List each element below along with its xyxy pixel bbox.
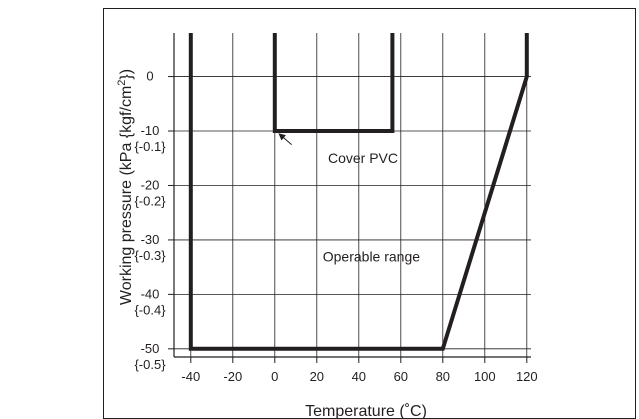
x-tick-label: 40 [352, 369, 366, 384]
x-axis-label: Temperature (˚C) [305, 403, 427, 419]
x-tick-label: 80 [436, 369, 450, 384]
y-tick-label-kpa: -20 [141, 177, 160, 192]
grid [174, 33, 531, 357]
series [188, 33, 529, 351]
y-tick-label-kgf: {-0.3} [134, 248, 166, 263]
x-tick-label: 60 [394, 369, 408, 384]
x-tick-label: 0 [271, 369, 278, 384]
x-tick-label: 120 [516, 369, 538, 384]
y-tick-label-kpa: -50 [141, 341, 160, 356]
annotation-arrow [278, 133, 292, 146]
y-axis-label-main: Working pressure (kPa {kgf/cm [118, 86, 135, 305]
axes [168, 33, 531, 363]
tick-labels: -40 -20 0 20 40 60 80 100 1200-10{-0.1}-20{-0.2}… [134, 69, 537, 384]
y-axis-label: Working pressure (kPa {kgf/cm2}) [116, 69, 135, 305]
y-tick-label-kgf: {-0.5} [134, 357, 166, 372]
boundary-line [188, 33, 529, 351]
y-tick-label-kpa: -40 [141, 286, 160, 301]
x-tick-label: 100 [474, 369, 496, 384]
y-tick-label-kpa: 0 [146, 69, 153, 84]
x-tick-label: -20 [223, 369, 242, 384]
y-tick-label-kpa: -10 [141, 123, 160, 138]
annotations: Cover PVC Operable range [278, 133, 421, 264]
y-axis-label-end: }) [118, 69, 135, 80]
x-tick-label: -40 [181, 369, 200, 384]
y-tick-label-kgf: {-0.2} [134, 193, 166, 208]
annotation-label: Cover PVC [328, 150, 398, 166]
y-tick-label-kgf: {-0.4} [134, 302, 166, 317]
y-axis-label-superscript: 2 [116, 80, 128, 86]
boundary-line [272, 33, 395, 133]
annotation-label: Operable range [323, 248, 421, 264]
x-tick-label: 20 [310, 369, 324, 384]
y-tick-label-kgf: {-0.1} [134, 139, 166, 154]
y-tick-label-kpa: -30 [141, 232, 160, 247]
